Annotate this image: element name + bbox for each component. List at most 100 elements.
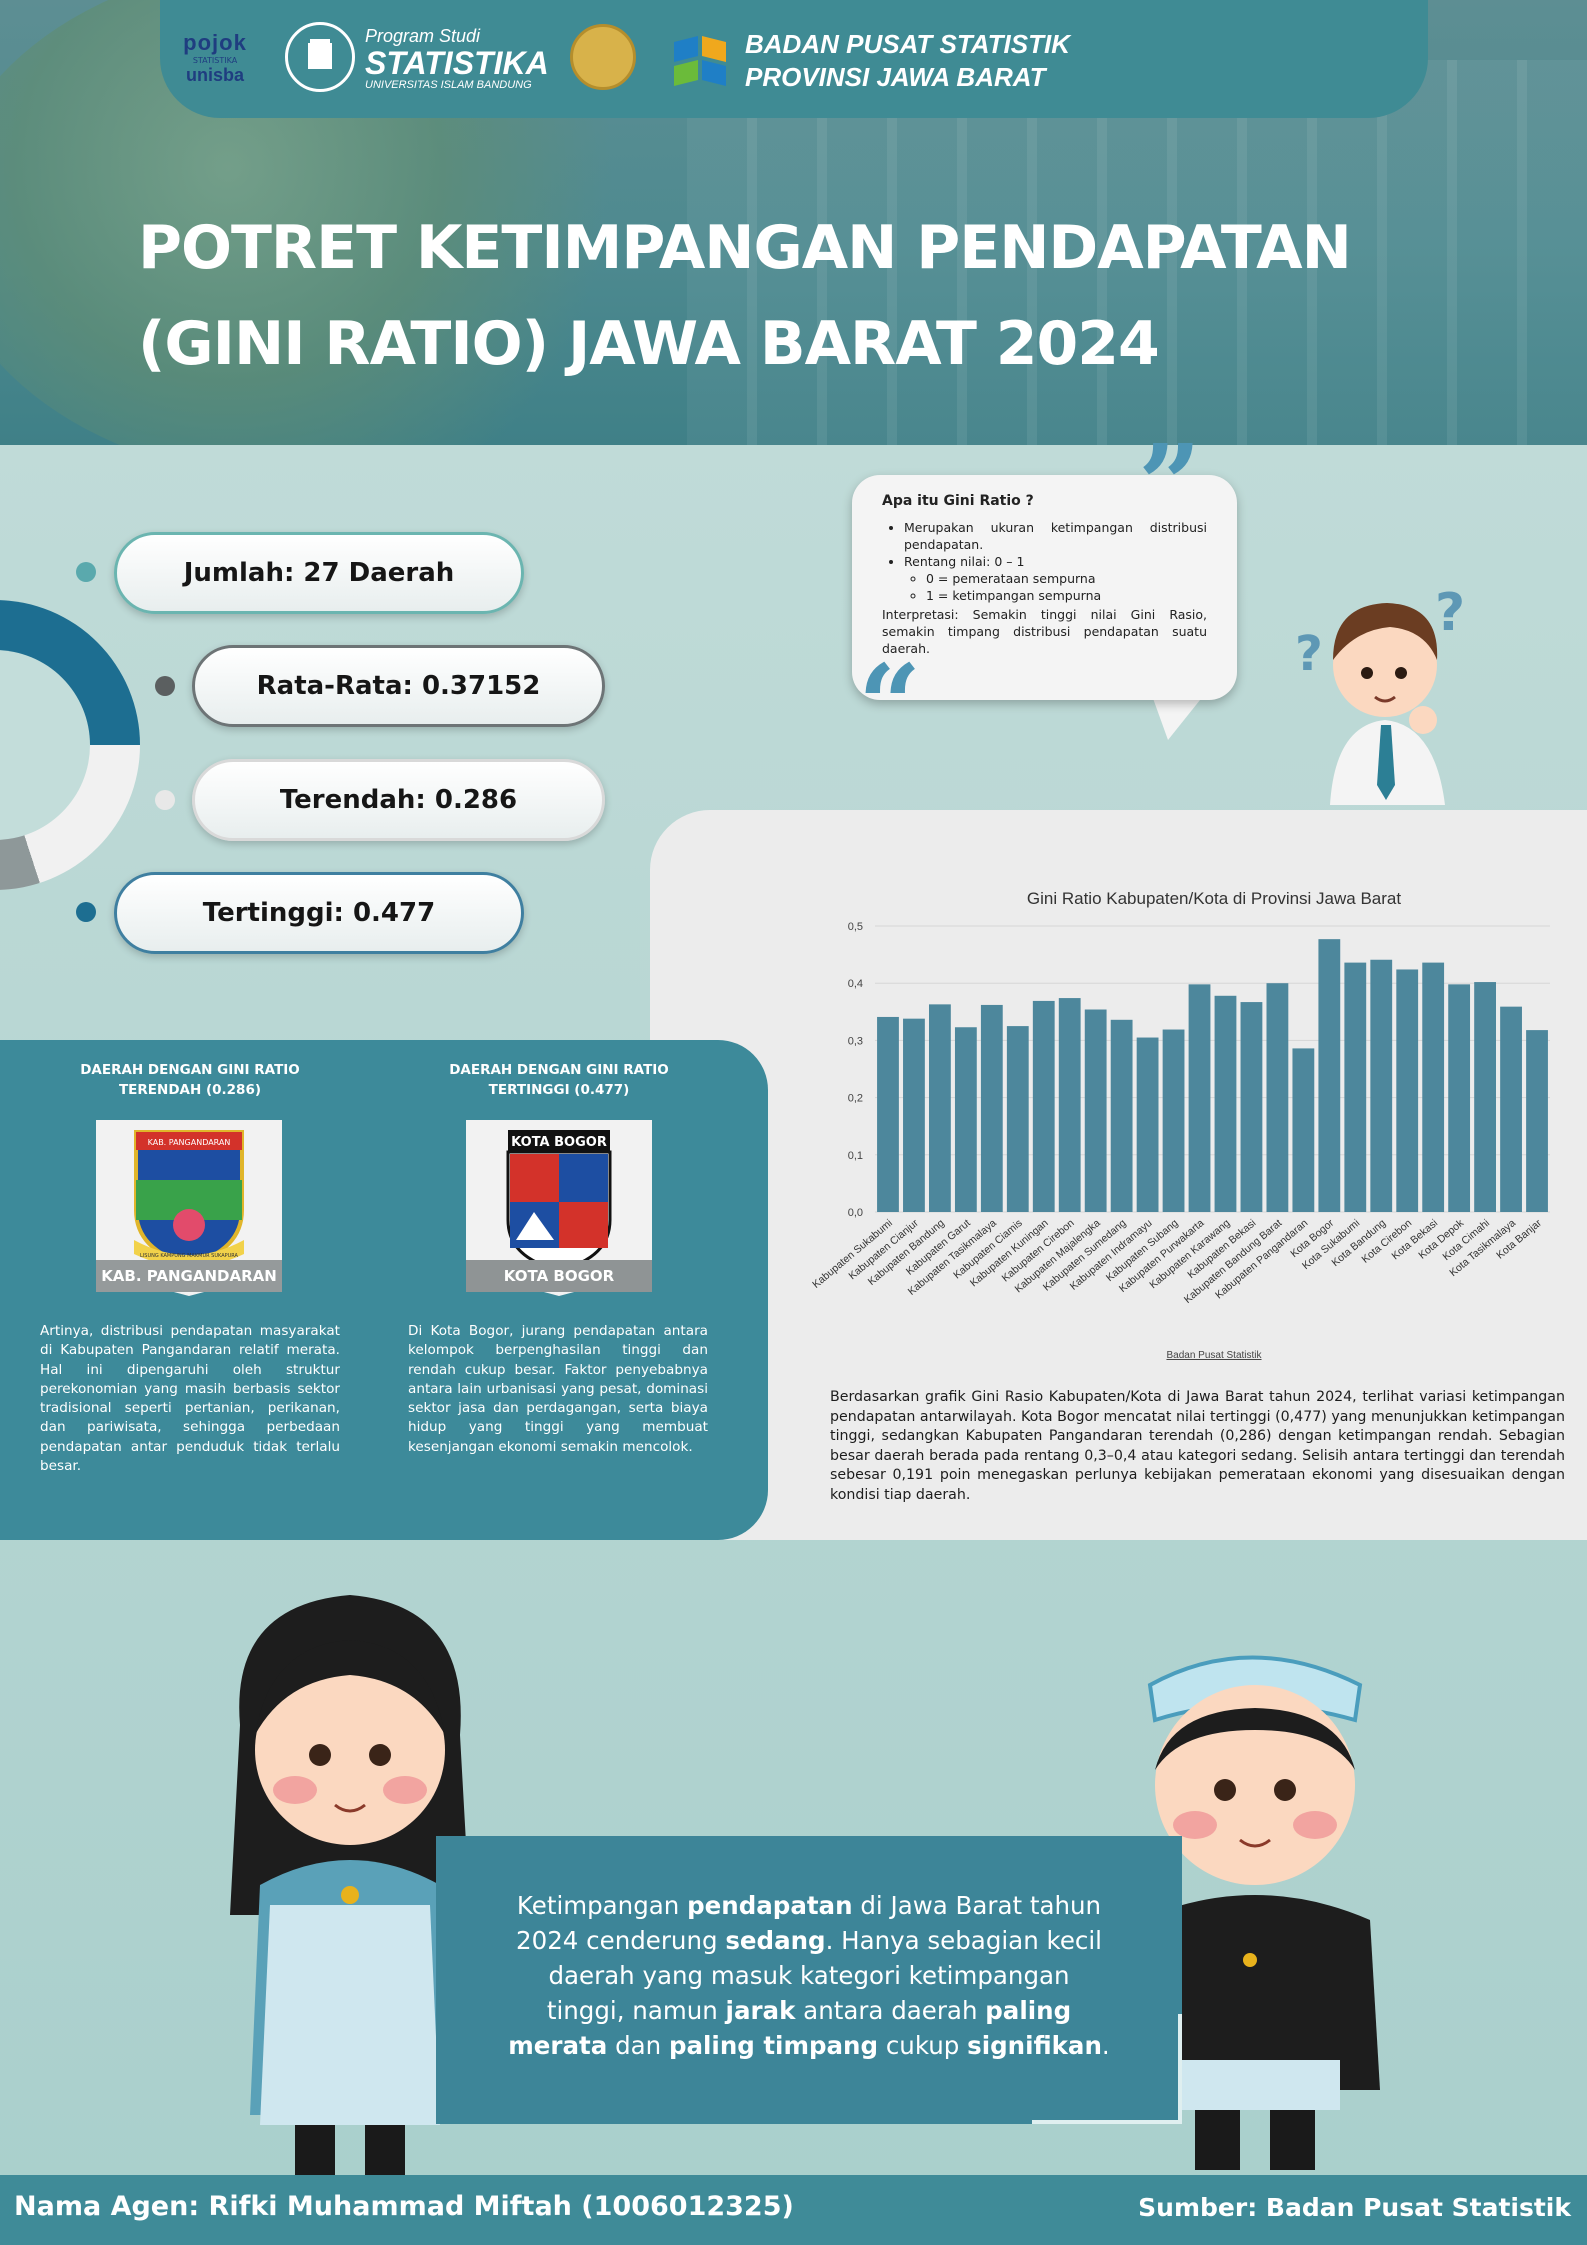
bar: [954, 1027, 977, 1212]
page-title-line-2: (GINI RATIO) JAWA BARAT 2024: [138, 309, 1160, 379]
bubble-subitem: 1 = ketimpangan sempurna: [926, 587, 1207, 604]
garuda-crest-icon: [570, 24, 636, 90]
thinking-boy-illustration: ? ?: [1295, 583, 1465, 805]
bar: [1032, 1000, 1055, 1212]
bullet-dot: [155, 676, 175, 696]
conclusion-text: antara daerah: [795, 1996, 986, 2025]
bar: [1396, 969, 1419, 1212]
y-tick-label: 0,3: [848, 1035, 863, 1047]
bar: [1526, 1030, 1548, 1212]
pojok-logo-subtext: STATISTIKA: [192, 56, 238, 65]
pojok-statistika-logo: pojok STATISTIKA unisba: [175, 30, 255, 86]
university-name: UNIVERSITAS ISLAM BANDUNG: [365, 79, 532, 91]
bar: [1344, 962, 1367, 1212]
bubble-subitem: 0 = pemerataan sempurna: [926, 570, 1207, 587]
bar: [1240, 1002, 1263, 1212]
bar: [1188, 984, 1211, 1212]
conclusion-emphasis: pendapatan: [687, 1891, 853, 1920]
building-background: [687, 60, 1587, 445]
bar: [1058, 998, 1081, 1212]
bar: [929, 1004, 951, 1212]
conclusion-text: di Jawa Barat tahun 2024 cenderung: [516, 1891, 1102, 1955]
bps-logo: BADAN PUSAT STATISTIK PROVINSI JAWA BARA…: [745, 28, 1070, 94]
bar: [980, 1004, 1003, 1212]
bar: [1136, 1037, 1159, 1212]
stat-min: Terendah: 0.286: [192, 759, 605, 841]
boy-illustration: [1130, 1655, 1380, 2170]
bogor-crest: KOTA BOGOR: [466, 1120, 652, 1296]
y-tick-label: 0,2: [848, 1093, 863, 1105]
stat-mean: Rata-Rata: 0.37152: [192, 645, 605, 727]
bar: [1474, 982, 1496, 1212]
logo-bar: [160, 0, 1428, 118]
lowest-heading-line-1: DAERAH DENGAN GINI RATIO: [80, 1062, 300, 1078]
pangandaran-crest-title: KAB. PANGANDARAN: [148, 1138, 231, 1147]
footer-bar: Nama Agen: Rifki Muhammad Miftah (100601…: [0, 2175, 1587, 2245]
bps-name: BADAN PUSAT STATISTIK: [745, 29, 1070, 59]
bullet-dot: [76, 902, 96, 922]
svg-text:?: ?: [1295, 626, 1323, 682]
stat-max: Tertinggi: 0.477: [114, 872, 524, 954]
chart-panel: Gini Ratio Kabupaten/Kota di Provinsi Ja…: [650, 810, 1587, 1540]
highest-heading-line-1: DAERAH DENGAN GINI RATIO: [449, 1062, 669, 1078]
lowest-region-text: Artinya, distribusi pendapatan masyaraka…: [40, 1323, 340, 1475]
agent-name: Nama Agen: Rifki Muhammad Miftah (100601…: [14, 2191, 794, 2222]
girl-illustration: [230, 1595, 470, 2180]
bar: [1006, 1026, 1029, 1212]
frame-decoration: [1178, 2014, 1182, 2124]
lowest-heading-line-2: TERENDAH (0.286): [118, 1082, 262, 1098]
bar: [1110, 1019, 1133, 1212]
conclusion-emphasis: jarak: [725, 1996, 796, 2025]
highest-region-heading: DAERAH DENGAN GINI RATIO TERTINGGI (0.47…: [424, 1060, 694, 1100]
region-comparison-panel: DAERAH DENGAN GINI RATIO TERENDAH (0.286…: [0, 1040, 768, 1540]
hero-banner: pojok STATISTIKA unisba Program Studi ST…: [0, 0, 1587, 445]
conclusion-text: . Hanya sebagian kecil daerah yang masuk…: [546, 1926, 1102, 2025]
program-studi-logo: Program Studi STATISTIKA UNIVERSITAS ISL…: [365, 26, 549, 91]
y-tick-label: 0,0: [848, 1207, 863, 1219]
bar: [1266, 983, 1289, 1212]
bar: [1422, 962, 1445, 1212]
prodi-label: Program Studi: [365, 26, 481, 46]
unisba-logo-text: unisba: [185, 65, 244, 85]
bubble-interpretation: Interpretasi: Semakin tinggi nilai Gini …: [882, 607, 1207, 656]
conclusion-emphasis: paling merata: [508, 1996, 1072, 2060]
highest-region-text: Di Kota Bogor, jurang pendapatan antara …: [408, 1323, 708, 1455]
bar: [1370, 959, 1393, 1212]
page-title-line-1: POTRET KETIMPANGAN PENDAPATAN: [138, 213, 1352, 283]
bubble-item: Rentang nilai: 0 – 1 0 = pemerataan semp…: [904, 553, 1207, 604]
bar: [1162, 1029, 1185, 1212]
y-tick-label: 0,4: [848, 978, 863, 990]
chart-title: Gini Ratio Kabupaten/Kota di Provinsi Ja…: [1027, 889, 1401, 908]
quote-open-icon: ”: [1138, 420, 1202, 549]
gini-definition-bubble: Apa itu Gini Ratio ? Merupakan ukuran ke…: [852, 475, 1237, 700]
bar: [1292, 1048, 1315, 1212]
pangandaran-crest-motto: LISUNG KAMPUNG MAKMUR SUKAPURA: [140, 1253, 239, 1259]
pojok-logo-text: pojok: [183, 30, 247, 55]
bubble-item-text: Rentang nilai: 0 – 1: [904, 554, 1025, 569]
bar: [1448, 984, 1471, 1212]
chart-source-caption: Badan Pusat Statistik: [1166, 1350, 1262, 1361]
conclusion-emphasis: signifikan: [967, 2031, 1102, 2060]
data-source: Sumber: Badan Pusat Statistik: [1138, 2193, 1571, 2222]
bar: [877, 1016, 899, 1212]
bullet-dot: [155, 790, 175, 810]
conclusion-emphasis: paling timpang: [668, 2031, 879, 2060]
conclusion-text: cukup: [878, 2031, 968, 2060]
bubble-heading: Apa itu Gini Ratio ?: [882, 493, 1034, 509]
conclusion-emphasis: sedang: [725, 1926, 826, 1955]
prodi-name: STATISTIKA: [365, 45, 549, 81]
frame-decoration: [1032, 2120, 1182, 2124]
bps-province: PROVINSI JAWA BARAT: [745, 62, 1046, 92]
y-tick-label: 0,5: [848, 921, 863, 933]
bogor-crest-title: KOTA BOGOR: [511, 1135, 607, 1150]
page-title: POTRET KETIMPANGAN PENDAPATAN (GINI RATI…: [138, 200, 1438, 392]
highest-heading-line-2: TERTINGGI (0.477): [488, 1082, 630, 1098]
chart-description: Berdasarkan grafik Gini Rasio Kabupaten/…: [830, 1389, 1565, 1503]
stat-count: Jumlah: 27 Daerah: [114, 532, 524, 614]
conclusion-box: Ketimpangan pendapatan di Jawa Barat tah…: [436, 1836, 1182, 2124]
conclusion-text: Ketimpangan: [516, 1891, 688, 1920]
bar: [1214, 995, 1237, 1212]
bar: [1318, 939, 1341, 1212]
y-tick-label: 0,1: [848, 1150, 863, 1162]
